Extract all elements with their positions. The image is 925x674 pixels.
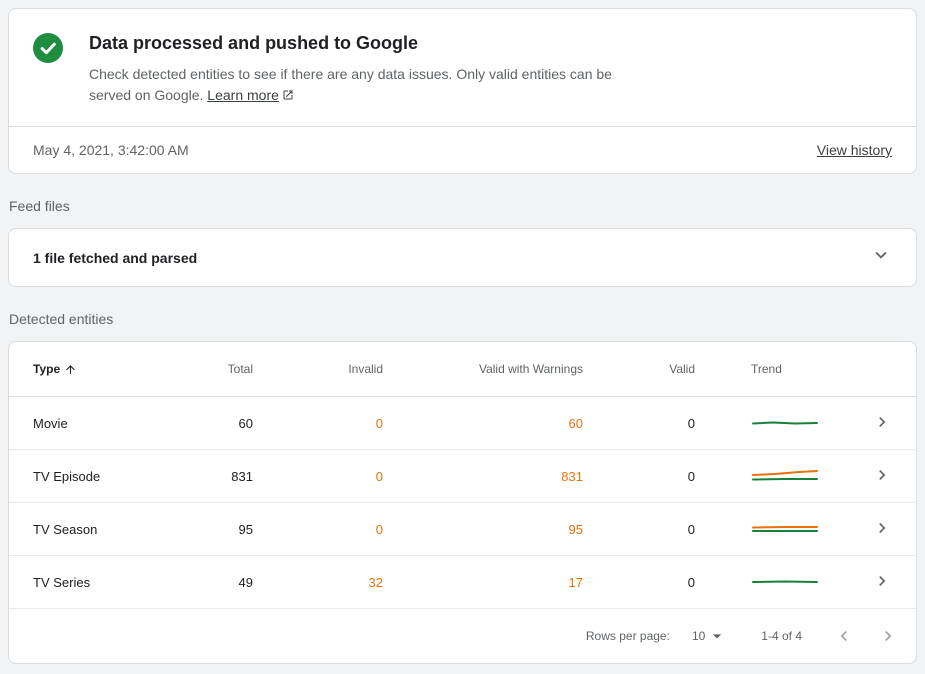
- check-circle-icon: [33, 33, 63, 106]
- entity-valid-with-warnings: 831: [561, 468, 583, 484]
- feed-files-summary: 1 file fetched and parsed: [33, 249, 198, 266]
- entity-valid: 0: [687, 415, 695, 431]
- column-header-valid-with-warnings[interactable]: Valid with Warnings: [478, 362, 583, 376]
- status-card-body: Data processed and pushed to Google Chec…: [9, 9, 916, 126]
- entity-invalid: 0: [375, 521, 383, 537]
- entity-valid-with-warnings: 60: [568, 415, 583, 431]
- entity-total: 49: [238, 574, 253, 590]
- trend-sparkline: [752, 580, 818, 583]
- chevron-left-icon: [840, 631, 847, 641]
- entity-type: Movie: [33, 415, 68, 431]
- table-row-tv-series[interactable]: TV Series 49 32 17 0: [9, 556, 916, 609]
- entity-valid-with-warnings: 17: [568, 574, 583, 590]
- table-row-tv-episode[interactable]: TV Episode 831 0 831 0: [9, 450, 916, 503]
- status-card: Data processed and pushed to Google Chec…: [8, 8, 917, 174]
- entity-type: TV Series: [33, 574, 91, 590]
- chevron-down-icon[interactable]: [870, 244, 892, 271]
- entity-valid: 0: [687, 521, 695, 537]
- status-title: Data processed and pushed to Google: [89, 33, 419, 53]
- sort-ascending-icon: [66, 364, 75, 374]
- rows-per-page-value: 10: [691, 629, 706, 643]
- entity-total: 60: [238, 415, 253, 431]
- chevron-right-icon[interactable]: [872, 465, 892, 488]
- table-row-movie[interactable]: Movie 60 0 60 0: [9, 397, 916, 450]
- column-header-trend: Trend: [751, 362, 782, 376]
- status-timestamp: May 4, 2021, 3:42:00 AM: [33, 142, 189, 158]
- trend-sparkline: [752, 470, 818, 481]
- detected-entities-table: Type Total Invalid Valid with Warnings V…: [8, 341, 917, 664]
- next-page-button[interactable]: [874, 622, 902, 650]
- external-link-icon: [283, 90, 293, 100]
- chevron-right-icon: [885, 631, 892, 641]
- table-header-row: Type Total Invalid Valid with Warnings V…: [9, 342, 916, 397]
- status-description: Check detected entities to see if there …: [89, 64, 654, 106]
- table-row-tv-season[interactable]: TV Season 95 0 95 0: [9, 503, 916, 556]
- entity-valid: 0: [687, 574, 695, 590]
- table-pagination: Rows per page: 10 1-4 of 4: [9, 609, 916, 663]
- feed-files-card[interactable]: 1 file fetched and parsed: [8, 228, 917, 287]
- column-header-type[interactable]: Type: [33, 362, 198, 376]
- trend-sparkline: [752, 421, 818, 425]
- entity-type: TV Episode: [33, 468, 101, 484]
- entity-valid: 0: [687, 468, 695, 484]
- column-header-valid[interactable]: Valid: [669, 362, 695, 376]
- chevron-right-icon[interactable]: [872, 518, 892, 541]
- entity-total: 95: [238, 521, 253, 537]
- learn-more-label: Learn more: [207, 87, 279, 103]
- column-header-invalid[interactable]: Invalid: [348, 362, 383, 376]
- detected-entities-section-label: Detected entities: [9, 311, 114, 327]
- pagination-range: 1-4 of 4: [761, 629, 802, 643]
- page: Data processed and pushed to Google Chec…: [8, 8, 917, 664]
- entity-invalid: 32: [368, 574, 383, 590]
- column-header-type-label: Type: [33, 362, 61, 376]
- column-header-total[interactable]: Total: [227, 362, 253, 376]
- status-description-text: Check detected entities to see if there …: [89, 66, 612, 103]
- learn-more-link[interactable]: Learn more: [207, 87, 294, 103]
- chevron-right-icon[interactable]: [872, 412, 892, 435]
- rows-per-page-select[interactable]: 10: [692, 626, 727, 646]
- chevron-right-icon[interactable]: [872, 571, 892, 594]
- trend-sparkline: [752, 526, 818, 532]
- status-card-footer: May 4, 2021, 3:42:00 AM View history: [9, 126, 916, 173]
- status-text-block: Data processed and pushed to Google Chec…: [89, 31, 654, 106]
- entity-total: 831: [231, 468, 253, 484]
- entity-invalid: 0: [375, 468, 383, 484]
- feed-files-section-label: Feed files: [9, 198, 70, 214]
- dropdown-arrow-icon: [713, 634, 722, 639]
- view-history-link[interactable]: View history: [816, 142, 892, 158]
- rows-per-page-label: Rows per page:: [585, 629, 670, 643]
- entity-invalid: 0: [375, 415, 383, 431]
- entity-valid-with-warnings: 95: [568, 521, 583, 537]
- entity-type: TV Season: [33, 521, 98, 537]
- previous-page-button[interactable]: [830, 622, 858, 650]
